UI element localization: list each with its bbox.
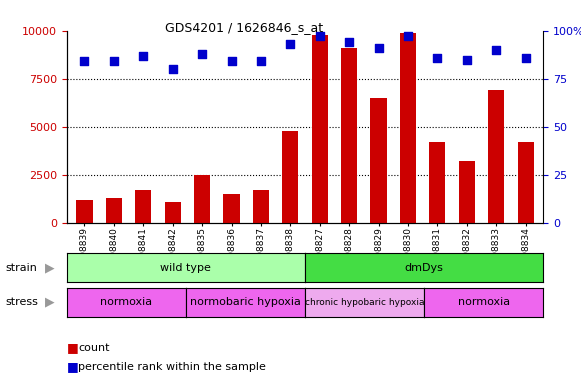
Point bbox=[109, 58, 119, 65]
Point bbox=[403, 33, 413, 40]
Bar bbox=[341, 48, 357, 223]
Bar bbox=[76, 200, 92, 223]
Bar bbox=[488, 90, 504, 223]
Text: ■: ■ bbox=[67, 341, 83, 354]
Point bbox=[345, 39, 354, 45]
Point bbox=[374, 45, 383, 51]
Bar bbox=[311, 35, 328, 223]
Text: strain: strain bbox=[6, 263, 38, 273]
Point bbox=[433, 55, 442, 61]
Text: count: count bbox=[78, 343, 110, 353]
Bar bbox=[135, 190, 152, 223]
Bar bbox=[253, 190, 269, 223]
Point bbox=[492, 47, 501, 53]
Bar bbox=[400, 33, 416, 223]
Text: dmDys: dmDys bbox=[405, 263, 443, 273]
Point bbox=[315, 33, 324, 40]
Bar bbox=[194, 175, 210, 223]
Point bbox=[286, 41, 295, 47]
Bar bbox=[429, 142, 446, 223]
Text: wild type: wild type bbox=[160, 263, 211, 273]
Point bbox=[521, 55, 530, 61]
Point bbox=[462, 56, 471, 63]
Point bbox=[168, 66, 177, 72]
Text: chronic hypobaric hypoxia: chronic hypobaric hypoxia bbox=[305, 298, 424, 307]
Text: ▶: ▶ bbox=[45, 262, 54, 274]
Text: ▶: ▶ bbox=[45, 296, 54, 309]
Text: ■: ■ bbox=[67, 360, 83, 373]
Bar bbox=[106, 198, 122, 223]
Point bbox=[227, 58, 236, 65]
Text: normoxia: normoxia bbox=[458, 297, 510, 308]
Bar bbox=[282, 131, 299, 223]
Bar bbox=[458, 161, 475, 223]
Text: GDS4201 / 1626846_s_at: GDS4201 / 1626846_s_at bbox=[165, 21, 323, 34]
Point bbox=[198, 51, 207, 57]
Text: stress: stress bbox=[6, 297, 39, 308]
Point bbox=[139, 53, 148, 59]
Text: percentile rank within the sample: percentile rank within the sample bbox=[78, 362, 266, 372]
Bar bbox=[164, 202, 181, 223]
Point bbox=[80, 58, 89, 65]
Bar bbox=[371, 98, 386, 223]
Bar bbox=[224, 194, 239, 223]
Text: normoxia: normoxia bbox=[101, 297, 152, 308]
Text: normobaric hypoxia: normobaric hypoxia bbox=[190, 297, 301, 308]
Point bbox=[256, 58, 266, 65]
Bar bbox=[518, 142, 534, 223]
